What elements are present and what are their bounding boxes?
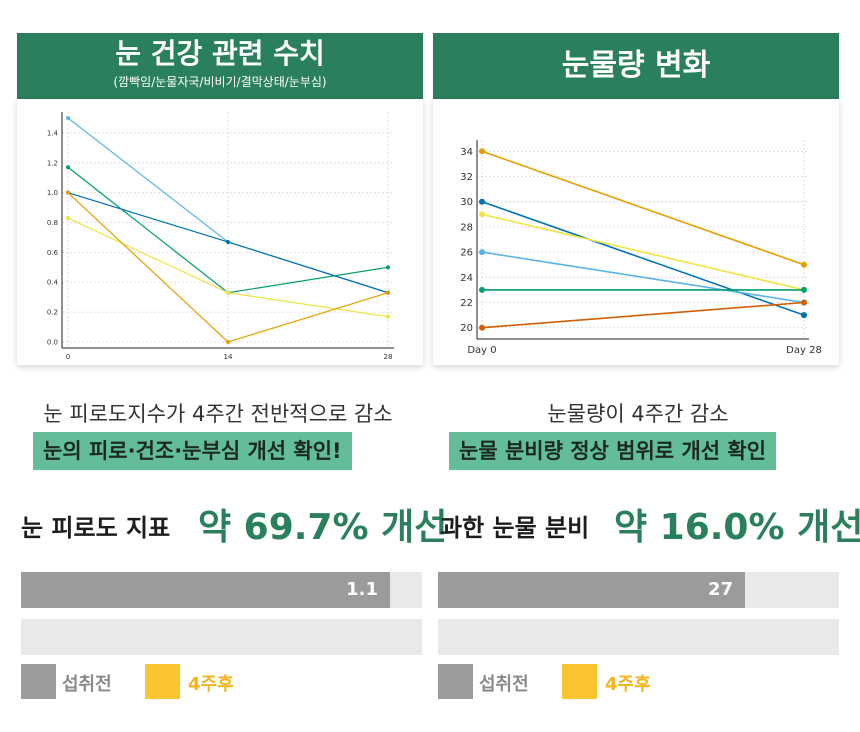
point-series-red-orange (479, 324, 485, 331)
right-metric-value: 약 16.0% 개선 (614, 507, 860, 548)
point-series-dark-blue (479, 198, 485, 205)
y-tick-label: 26 (460, 248, 473, 259)
point-series-light-blue (66, 116, 70, 120)
left-legend-before-swatch (21, 664, 56, 699)
point-series-orange (226, 340, 230, 344)
point-series-yellow (66, 216, 70, 221)
left-bar-after-track (21, 619, 422, 655)
y-tick-label: 1.4 (47, 129, 59, 137)
x-tick-label: Day 28 (786, 345, 822, 356)
point-series-orange (386, 290, 390, 295)
right-panel-title: 눈물량 변화 (561, 48, 711, 83)
y-tick-label: 30 (460, 197, 473, 208)
left-panel-header: 눈 건강 관련 수치 (깜빡임/눈물자국/비비기/결막상태/눈부심) (17, 33, 423, 99)
point-series-dark-blue (801, 312, 807, 319)
y-tick-label: 24 (460, 273, 473, 284)
x-tick-label: 14 (224, 353, 233, 361)
line-series-dark-blue (481, 200, 805, 316)
right-panel-header: 눈물량 변화 (433, 33, 839, 99)
point-series-green (66, 165, 70, 170)
left-legend-before-label: 섭취전 (62, 674, 112, 695)
y-tick-label: 1.2 (47, 159, 58, 167)
point-series-red-orange (801, 299, 807, 306)
y-tick-label: 0.4 (47, 279, 59, 287)
right-highlight-badge: 눈물 분비량 정상 범위로 개선 확인 (449, 432, 777, 470)
right-legend-after-swatch (562, 664, 597, 699)
left-legend-after-swatch (145, 664, 180, 699)
line-series-red-orange (481, 301, 805, 329)
line-series-yellow (481, 213, 805, 291)
x-tick-label: Day 0 (467, 345, 496, 356)
point-series-orange (66, 190, 70, 195)
y-tick-label: 0.2 (47, 309, 58, 317)
left-bar-before-track: 1.1 (21, 572, 422, 608)
point-series-orange (479, 148, 485, 155)
left-panel-subtitle: (깜빡임/눈물자국/비비기/결막상태/눈부심) (113, 75, 327, 89)
y-tick-label: 32 (460, 172, 473, 183)
eye-health-line-chart: 0.0 0.2 0.4 0.6 0.8 1.0 1.2 1.4 0 14 28 (47, 112, 394, 361)
point-series-yellow (479, 211, 485, 218)
point-series-yellow (386, 314, 390, 319)
x-tick-label: 0 (66, 353, 70, 361)
y-tick-label: 20 (460, 323, 473, 334)
point-series-dark-blue (226, 239, 230, 244)
right-legend-before-swatch (438, 664, 473, 699)
y-tick-label: 28 (460, 222, 473, 233)
y-tick-label: 0.0 (47, 338, 58, 346)
point-series-green (479, 286, 485, 293)
left-metric-value: 약 69.7% 개선 (198, 507, 448, 548)
tear-volume-line-chart: 20 22 24 26 28 30 32 34 Day 0 Day 28 (460, 140, 822, 356)
point-series-orange (801, 261, 807, 268)
y-tick-label: 1.0 (47, 189, 58, 197)
left-chart-card: 0.0 0.2 0.4 0.6 0.8 1.0 1.2 1.4 0 14 28 (17, 99, 423, 365)
right-bar-after-track (438, 619, 839, 655)
line-series-light-blue (481, 251, 805, 304)
y-tick-label: 0.6 (47, 249, 59, 257)
line-series-orange (481, 150, 805, 266)
right-metric-label: 과한 눈물 분비 (440, 514, 590, 542)
left-panel-title: 눈 건강 관련 수치 (115, 37, 325, 70)
point-series-light-blue (479, 249, 485, 256)
right-bar-before-fill (438, 572, 745, 608)
right-chart-card: 20 22 24 26 28 30 32 34 Day 0 Day 28 (433, 99, 839, 365)
y-tick-label: 34 (460, 147, 473, 158)
y-tick-label: 0.8 (47, 219, 58, 227)
left-metric-label: 눈 피로도 지표 (21, 514, 171, 542)
left-legend-after-label: 4주후 (188, 674, 234, 695)
right-bar-before-label: 27 (707, 579, 733, 600)
line-series-orange (67, 192, 389, 343)
right-legend-after-label: 4주후 (605, 674, 651, 695)
left-bar-before-fill (21, 572, 390, 608)
x-tick-label: 28 (384, 353, 393, 361)
y-tick-label: 22 (460, 298, 473, 309)
right-bar-before-track: 27 (438, 572, 839, 608)
point-series-yellow (226, 290, 230, 295)
right-legend-before-label: 섭취전 (479, 674, 529, 695)
left-highlight-badge: 눈의 피로·건조·눈부심 개선 확인! (33, 432, 352, 470)
left-caption: 눈 피로도지수가 4주간 전반적으로 감소 (43, 402, 393, 426)
right-caption: 눈물량이 4주간 감소 (547, 402, 729, 426)
point-series-green (386, 265, 390, 270)
point-series-green (801, 286, 807, 293)
left-bar-before-label: 1.1 (346, 579, 378, 600)
